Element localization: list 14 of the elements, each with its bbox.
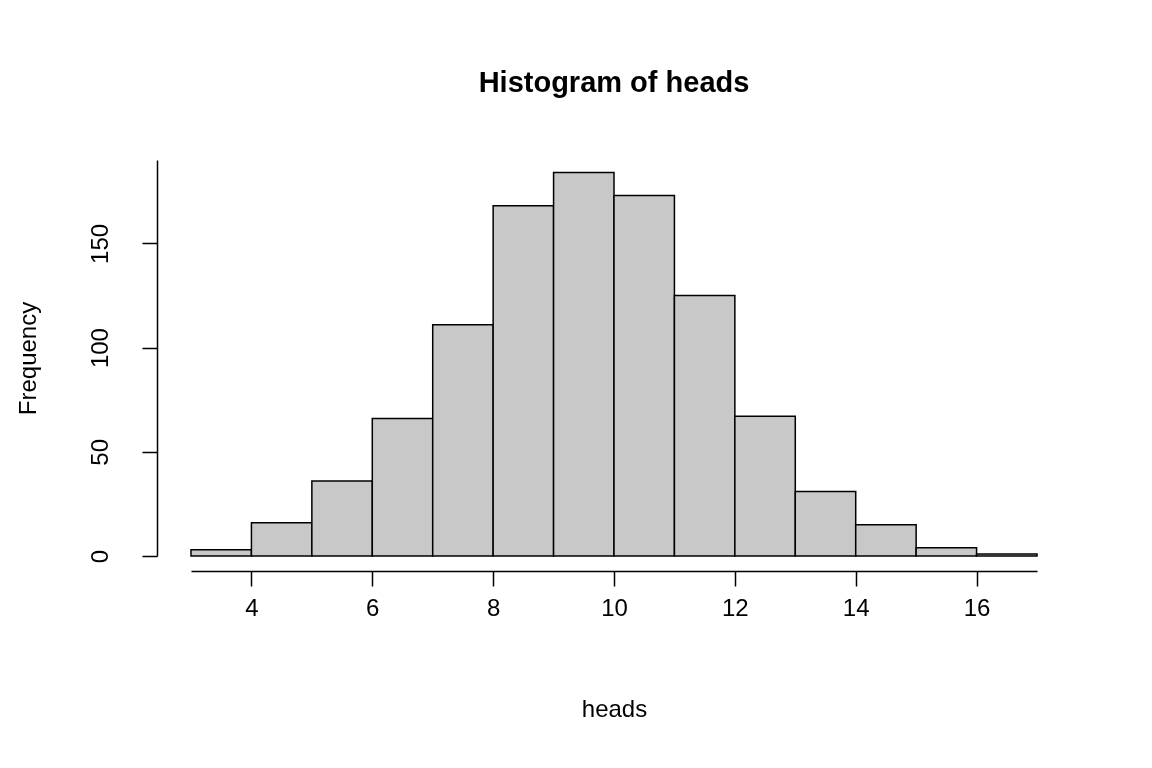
y-tick-label: 150 — [85, 223, 113, 264]
y-axis-title: Frequency — [13, 301, 41, 416]
x-tick-label: 16 — [963, 593, 991, 621]
x-tick-label: 6 — [366, 593, 380, 621]
x-tick-label: 10 — [601, 593, 628, 621]
x-tick-label: 14 — [842, 593, 870, 621]
y-tick-label: 0 — [85, 549, 113, 564]
y-tick-label: 50 — [85, 438, 113, 466]
x-tick-label: 4 — [245, 593, 259, 621]
x-tick-label: 8 — [486, 593, 501, 621]
x-axis-title: heads — [581, 694, 648, 722]
chart-title: Histogram of heads — [478, 66, 750, 98]
y-tick-label: 100 — [85, 328, 113, 369]
x-tick-label: 12 — [722, 593, 749, 621]
